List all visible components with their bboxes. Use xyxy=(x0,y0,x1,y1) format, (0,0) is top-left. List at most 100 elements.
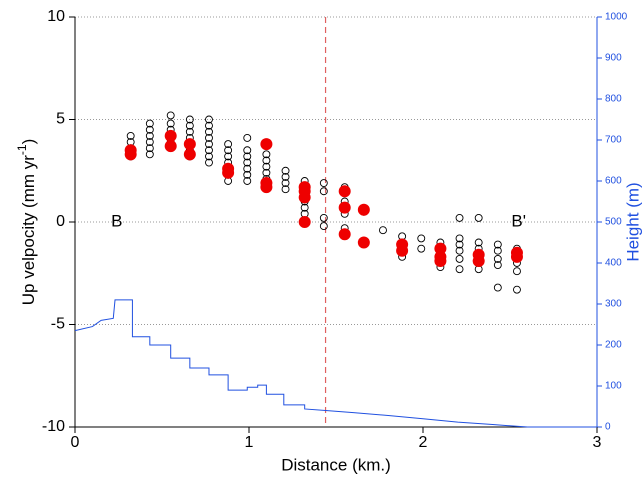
y-tick-label: 5 xyxy=(56,111,65,128)
open-point xyxy=(281,179,290,188)
annotation: B xyxy=(111,211,122,230)
filled-point xyxy=(396,244,409,257)
filled-point xyxy=(298,216,311,228)
x-tick-label: 2 xyxy=(419,434,428,451)
y2-tick-label: 400 xyxy=(605,258,622,269)
open-point xyxy=(493,261,502,269)
filled-point xyxy=(183,148,196,161)
open-point xyxy=(205,121,213,130)
open-point xyxy=(145,150,154,159)
y-axis-label-sup: -1 xyxy=(15,144,29,155)
open-point xyxy=(145,144,154,153)
open-point xyxy=(474,238,483,247)
y2-tick-label: 1000 xyxy=(605,12,628,23)
open-point xyxy=(243,152,252,161)
open-point xyxy=(417,234,426,243)
open-point xyxy=(243,158,252,167)
y-tick-label: 0 xyxy=(56,213,65,230)
open-point xyxy=(166,111,175,120)
y2-tick-label: 100 xyxy=(605,381,622,392)
open-point xyxy=(474,213,483,222)
filled-point xyxy=(124,148,137,161)
y-tick-label: -10 xyxy=(42,418,65,435)
open-point xyxy=(185,121,194,130)
open-point xyxy=(224,152,233,161)
open-point xyxy=(417,244,426,253)
open-point xyxy=(513,285,521,294)
filled-point xyxy=(260,181,273,194)
open-point xyxy=(262,150,271,159)
y-tick-label: 10 xyxy=(47,8,65,25)
open-point xyxy=(205,127,213,136)
y-tick-label: -5 xyxy=(51,316,65,333)
x-axis-label: Distance (km.) xyxy=(281,455,391,474)
open-point xyxy=(262,162,271,171)
y-axis-label: Up velpocity (mm yr-1) xyxy=(15,139,38,306)
open-point xyxy=(243,177,252,185)
open-point xyxy=(493,240,502,249)
filled-point xyxy=(298,191,311,204)
open-point xyxy=(455,234,464,243)
open-point xyxy=(455,213,464,222)
filled-point xyxy=(164,129,177,142)
x-tick-label: 0 xyxy=(71,434,80,451)
height-profile xyxy=(74,299,597,428)
open-point xyxy=(185,127,194,136)
open-point xyxy=(319,222,328,231)
open-point xyxy=(300,203,309,212)
y2-tick-label: 900 xyxy=(605,53,622,64)
x-tick-label: 3 xyxy=(593,434,602,451)
open-point xyxy=(224,146,233,155)
open-point xyxy=(205,140,213,149)
open-point xyxy=(166,119,175,128)
open-point xyxy=(513,267,521,276)
open-point xyxy=(205,115,213,124)
open-point xyxy=(205,158,213,167)
open-point xyxy=(379,226,387,235)
filled-point xyxy=(434,242,447,255)
open-point xyxy=(243,164,252,173)
open-point xyxy=(493,254,502,263)
y2-axis-label: Height (m) xyxy=(623,182,642,261)
filled-point xyxy=(183,138,196,151)
y2-tick-label: 500 xyxy=(605,217,622,228)
open-point xyxy=(319,187,328,196)
filled-point xyxy=(338,185,351,198)
open-point xyxy=(205,146,213,155)
open-point xyxy=(281,185,290,194)
y2-tick-label: 700 xyxy=(605,135,622,146)
open-point xyxy=(455,240,464,249)
y-axis-label-text: Up velpocity (mm yr xyxy=(19,155,38,306)
filled-point xyxy=(434,254,447,267)
y2-tick-label: 600 xyxy=(605,176,622,187)
open-point xyxy=(493,283,502,292)
x-tick-label: 1 xyxy=(245,434,254,451)
y2-tick-label: 200 xyxy=(605,340,622,351)
open-point xyxy=(262,168,271,177)
open-point xyxy=(145,119,154,128)
open-point xyxy=(243,170,252,179)
open-point xyxy=(262,156,271,165)
open-point xyxy=(126,131,135,140)
open-point xyxy=(319,213,328,222)
annotation: B' xyxy=(511,211,526,230)
filled-point xyxy=(338,228,351,241)
y2-tick-label: 800 xyxy=(605,94,622,105)
open-point xyxy=(224,140,233,149)
filled-point xyxy=(338,201,351,214)
y-axis-label-suffix: ) xyxy=(19,139,38,145)
open-point xyxy=(281,166,290,175)
open-point xyxy=(145,131,154,140)
y2-tick-label: 300 xyxy=(605,299,622,310)
filled-point xyxy=(260,138,273,151)
open-point xyxy=(243,133,252,142)
open-point xyxy=(243,146,252,155)
open-point xyxy=(455,265,464,274)
filled-point xyxy=(357,236,370,249)
open-point xyxy=(455,246,464,255)
open-point xyxy=(281,172,290,181)
open-point xyxy=(145,125,154,134)
filled-point xyxy=(510,250,523,263)
open-point xyxy=(319,179,328,188)
